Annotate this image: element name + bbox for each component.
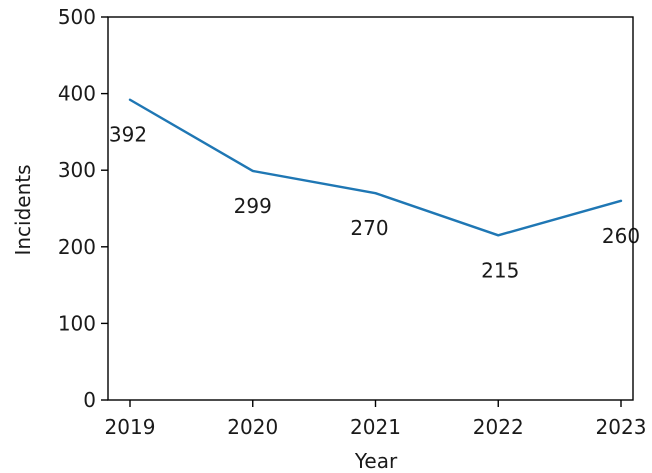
data-label: 299 (234, 194, 272, 218)
data-label: 260 (602, 224, 640, 248)
y-tick-label: 200 (58, 235, 96, 259)
plot-frame (107, 16, 634, 401)
y-tick-label: 300 (58, 158, 96, 182)
x-tick-label: 2020 (227, 415, 278, 439)
data-labels: 392 299 270 215 260 (109, 123, 640, 283)
x-tick-label: 2019 (105, 415, 156, 439)
x-axis-label: Year (354, 449, 398, 473)
y-axis-label: Incidents (11, 164, 35, 255)
series-layer (128, 98, 623, 237)
y-tick-label: 400 (58, 82, 96, 106)
x-tick-label: 2023 (596, 415, 647, 439)
data-label: 270 (350, 216, 388, 240)
y-tick-label: 0 (83, 388, 96, 412)
x-axis-ticks: 2019 2020 2021 2022 2023 (105, 400, 647, 439)
y-axis-ticks: 0 100 200 300 400 500 (58, 5, 108, 412)
y-tick-label: 100 (58, 311, 96, 335)
x-tick-label: 2021 (350, 415, 401, 439)
series-line (128, 98, 623, 237)
x-tick-label: 2022 (473, 415, 524, 439)
data-label: 215 (481, 258, 519, 282)
data-label: 392 (109, 123, 147, 147)
y-tick-label: 500 (58, 5, 96, 29)
